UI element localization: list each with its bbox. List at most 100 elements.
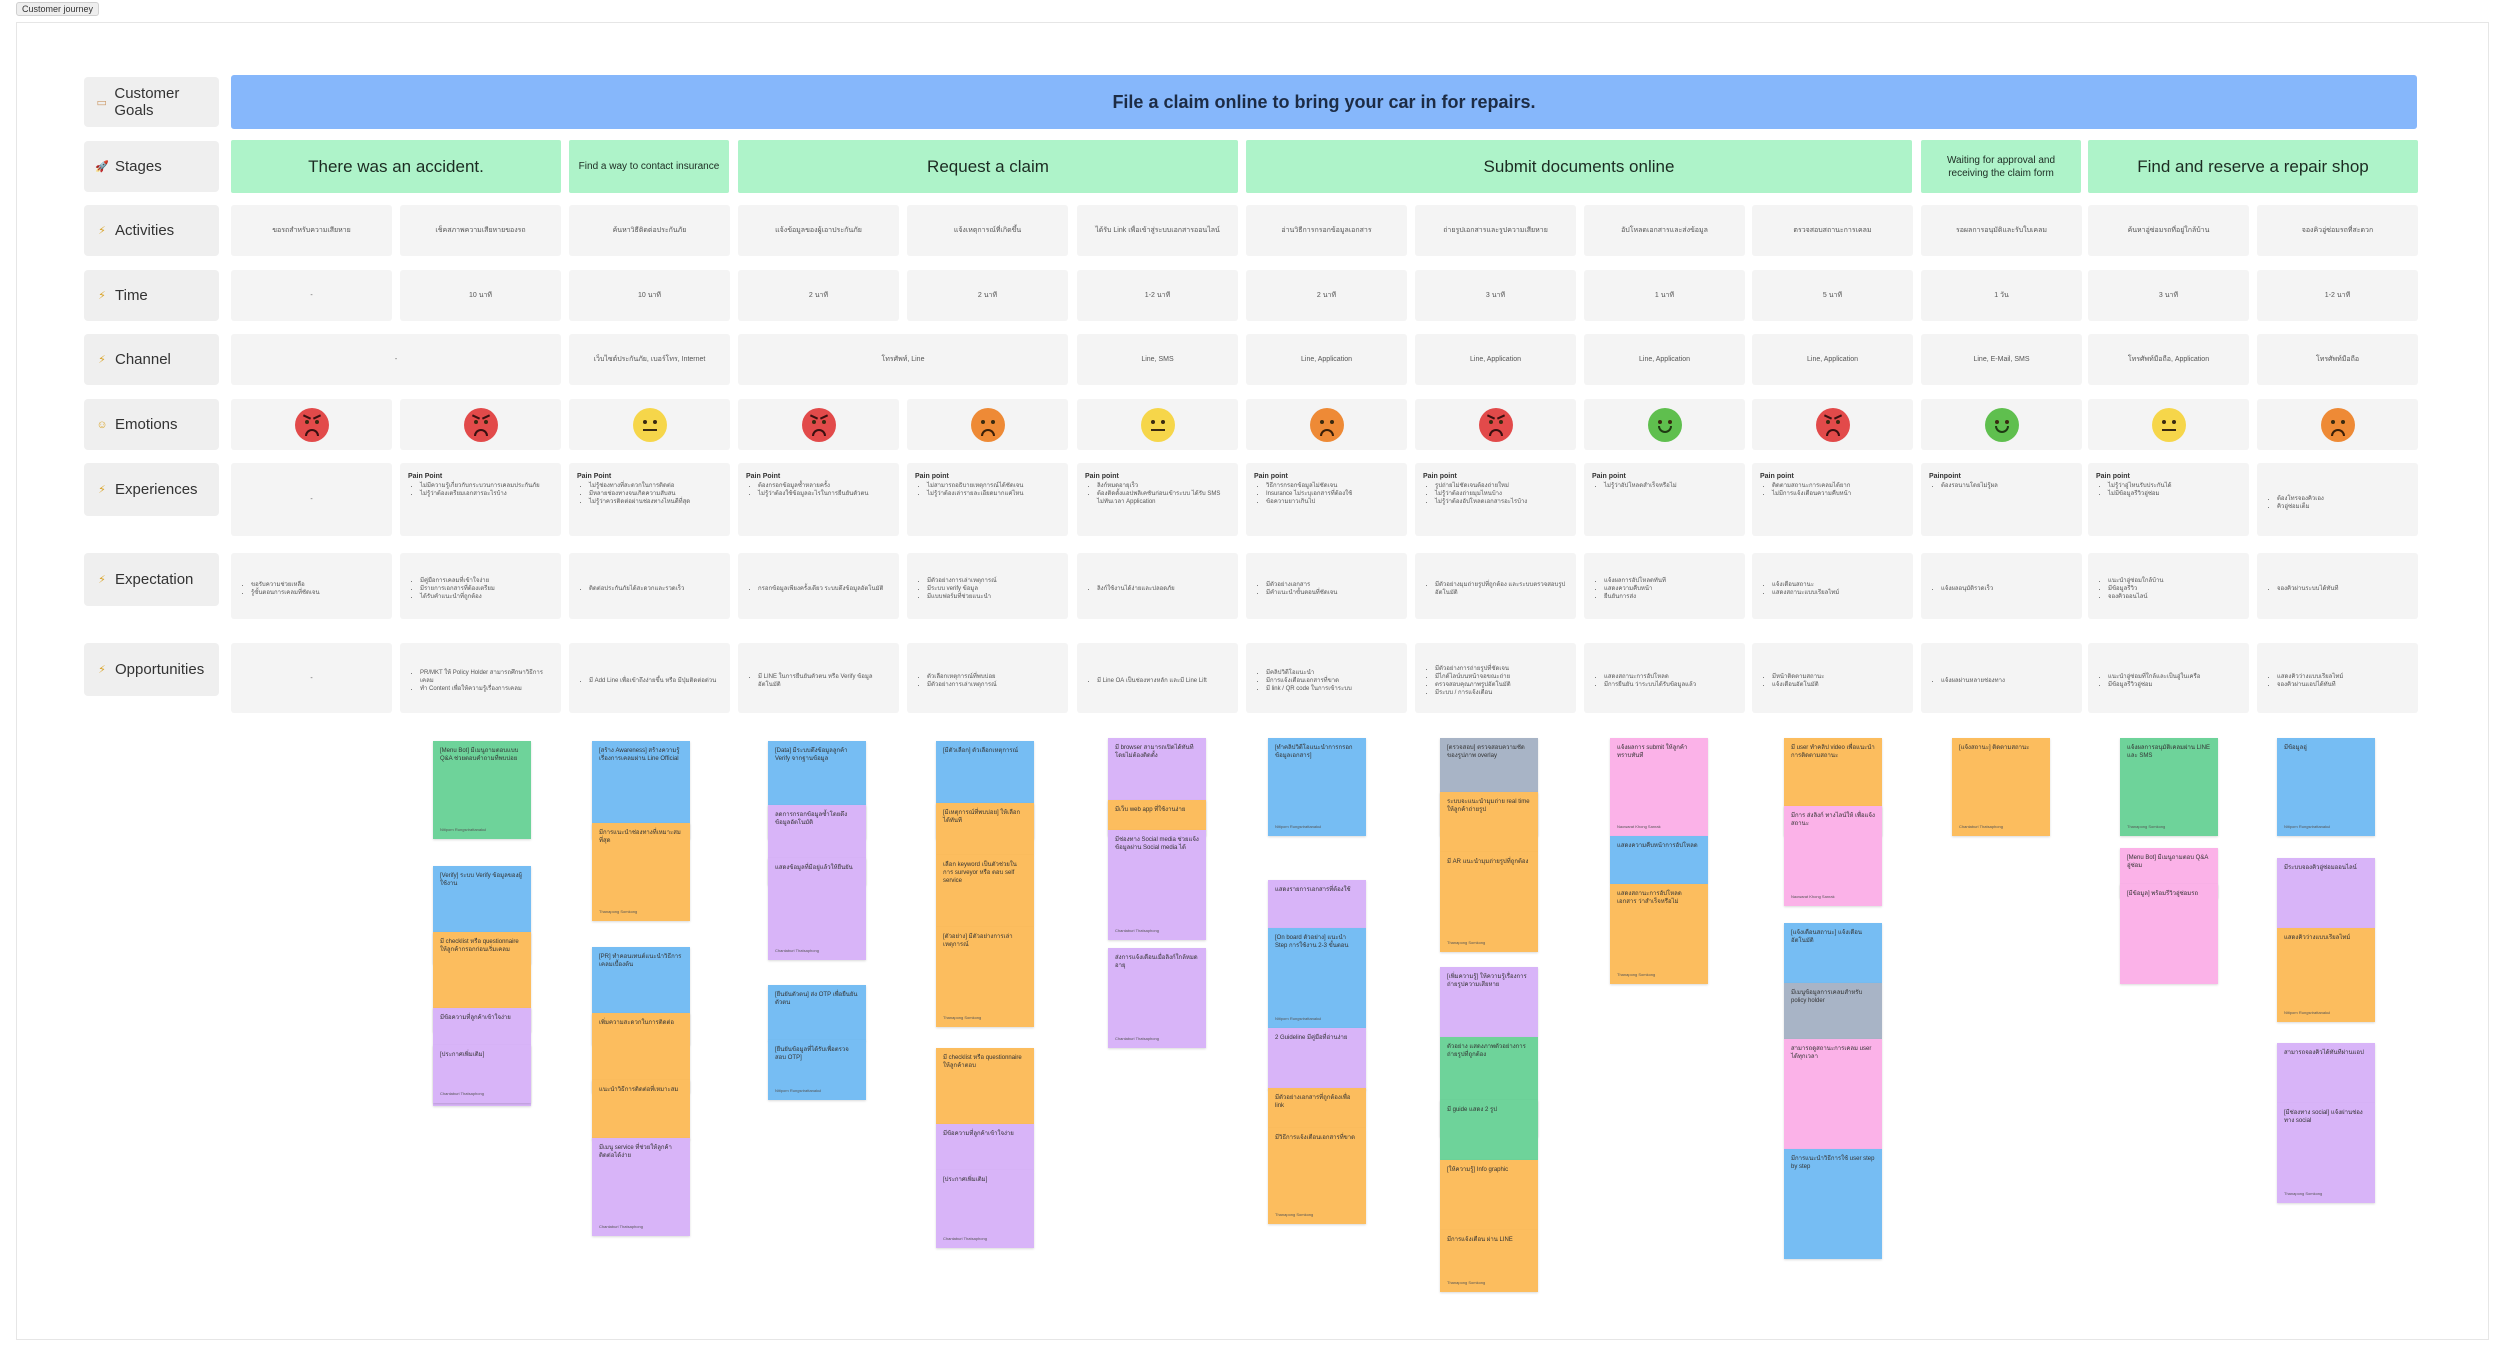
sticky-note[interactable]: แสดงสถานะการอัปโหลดเอกสาร ว่าสำเร็จหรือไ… xyxy=(1610,884,1708,984)
sticky-note[interactable]: มีเมนู service ที่ช่วยให้ลูกค้าติดต่อได้… xyxy=(592,1138,690,1236)
time-cell[interactable]: 2 นาที xyxy=(1246,270,1407,321)
sticky-note[interactable]: [สร้าง Awareness] สร้างความรู้เรื่องการเ… xyxy=(592,741,690,839)
emotion-cell[interactable] xyxy=(231,399,392,450)
experience-cell[interactable]: Pain point ติดตามสถานะการเคลมได้ยากไม่มีก… xyxy=(1752,463,1913,536)
stage-waiting-approval[interactable]: Waiting for approval and receiving the c… xyxy=(1921,140,2081,193)
sticky-note[interactable]: [ทำคลิปวิดีโอแนะนำการกรอกข้อมูลเอกสาร] Ni… xyxy=(1268,738,1366,836)
stage-find-repair-shop[interactable]: Find and reserve a repair shop xyxy=(2088,140,2418,193)
channel-cell[interactable]: โทรศัพท์มือถือ, Application xyxy=(2088,334,2249,385)
sticky-note[interactable]: [เพิ่มความรู้] ให้ความรู้เรื่องการถ่ายรู… xyxy=(1440,967,1538,1037)
sticky-note[interactable]: [ให้ความรู้] Info graphic xyxy=(1440,1160,1538,1230)
sticky-note[interactable]: [ประกาศเพิ่มเติม] Chantaburi Thatsaphong xyxy=(433,1045,531,1103)
sticky-note[interactable]: แจ้งผลการอนุมัติเคลมผ่าน LINE และ SMS Tha… xyxy=(2120,738,2218,836)
experience-cell[interactable]: Pain Point ต้องกรอกข้อมูลซ้ำหลายครั้งไม่ร… xyxy=(738,463,899,536)
sticky-note[interactable]: มี guide แสดง 2 รูป xyxy=(1440,1100,1538,1160)
opportunity-cell[interactable]: มีหน้าติดตามสถานะแจ้งเตือนอัตโนมัติ xyxy=(1752,643,1913,713)
sticky-note[interactable]: มีการแจ้งเตือน ผ่าน LINE Thanapong Somkon… xyxy=(1440,1230,1538,1292)
sticky-note[interactable]: เพิ่มความสะดวกในการติดต่อ xyxy=(592,1013,690,1093)
experience-cell[interactable]: Painpoint ต้องรอนานโดยไม่รู้ผล xyxy=(1921,463,2082,536)
sticky-note[interactable]: มีการแนะนำช่องทางที่เหมาะสมที่สุด Thanapo… xyxy=(592,823,690,921)
sticky-note[interactable]: มีตัวอย่างเอกสารที่ถูกต้องเพื่อ link xyxy=(1268,1088,1366,1128)
expectation-cell[interactable]: ลิงก์ใช้งานได้ง่ายและปลอดภัย xyxy=(1077,553,1238,619)
expectation-cell[interactable]: แนะนำอู่ซ่อมใกล้บ้านมีข้อมูลรีวิวจองคิวอ… xyxy=(2088,553,2249,619)
sticky-note[interactable]: แสดงคิวว่างแบบเรียลไทม์ Nitiporn Rungsrir… xyxy=(2277,928,2375,1022)
activity-cell[interactable]: ตรวจสอบสถานะการเคลม xyxy=(1752,205,1913,256)
frame-label[interactable]: Customer journey xyxy=(16,2,100,16)
stage-submit-documents[interactable]: Submit documents online xyxy=(1246,140,1912,193)
activity-cell[interactable]: ค้นหาอู่ซ่อมรถที่อยู่ใกล้บ้าน xyxy=(2088,205,2249,256)
emotion-cell[interactable] xyxy=(1077,399,1238,450)
time-cell[interactable]: 5 นาที xyxy=(1752,270,1913,321)
channel-cell[interactable]: โทรศัพท์มือถือ xyxy=(2257,334,2418,385)
experience-cell[interactable]: Pain point ไม่รู้ว่าอัปโหลดสำเร็จหรือไม่ xyxy=(1584,463,1745,536)
stage-request-claim[interactable]: Request a claim xyxy=(738,140,1238,193)
activity-cell[interactable]: แจ้งเหตุการณ์ที่เกิดขึ้น xyxy=(907,205,1068,256)
activity-cell[interactable]: ได้รับ Link เพื่อเข้าสู่ระบบเอกสารออนไลน… xyxy=(1077,205,1238,256)
time-cell[interactable]: 1 นาที xyxy=(1584,270,1745,321)
emotion-cell[interactable] xyxy=(1921,399,2082,450)
expectation-cell[interactable]: แจ้งผลอนุมัติรวดเร็ว xyxy=(1921,553,2082,619)
opportunity-cell[interactable]: แนะนำอู่ซ่อมที่ใกล้และเป็นอู่ในเครือมีข้… xyxy=(2088,643,2249,713)
channel-cell[interactable]: Line, Application xyxy=(1584,334,1745,385)
sticky-note[interactable]: มีวิธีการแจ้งเตือนเอกสารที่ขาด Thanapong … xyxy=(1268,1128,1366,1224)
time-cell[interactable]: 1-2 นาที xyxy=(1077,270,1238,321)
sticky-note[interactable]: มี AR แนะนำมุมถ่ายรูปที่ถูกต้อง Thanapong… xyxy=(1440,852,1538,952)
opportunity-cell[interactable]: แสดงสถานะการอัปโหลดมีการยืนยัน ว่าระบบได… xyxy=(1584,643,1745,713)
emotion-cell[interactable] xyxy=(907,399,1068,450)
activity-cell[interactable]: อัปโหลดเอกสารและส่งข้อมูล xyxy=(1584,205,1745,256)
sticky-note[interactable]: [ยืนยันตัวตน] ส่ง OTP เพื่อยืนยันตัวตน xyxy=(768,985,866,1041)
experience-cell[interactable]: Pain point ไม่รู้ว่าอู่ไหนรับประกันได้ไม่… xyxy=(2088,463,2249,536)
sticky-note[interactable]: [มีช่องทาง social] แจ้งผ่านช่องทาง socia… xyxy=(2277,1103,2375,1203)
experience-cell[interactable]: - xyxy=(231,463,392,536)
sticky-note[interactable]: [แจ้งเตือนสถานะ] แจ้งเตือนอัตโนมัติ xyxy=(1784,923,1882,983)
activity-cell[interactable]: ถ่ายรูปเอกสารและรูปความเสียหาย xyxy=(1415,205,1576,256)
opportunity-cell[interactable]: - xyxy=(231,643,392,713)
opportunity-cell[interactable]: ตัวเลือกเหตุการณ์ที่พบบ่อยมีตัวอย่างการเ… xyxy=(907,643,1068,713)
expectation-cell[interactable]: มีตัวอย่างมุมถ่ายรูปที่ถูกต้อง และระบบตร… xyxy=(1415,553,1576,619)
sticky-note[interactable]: [แจ้งสถานะ] ติดตามสถานะ Chantaburi Thatsa… xyxy=(1952,738,2050,836)
sticky-note[interactable]: มี checklist หรือ questionnaire ให้ลูกค้… xyxy=(936,1048,1034,1124)
experience-cell[interactable]: ต้องโทรจองคิวเองคิวอู่ซ่อมเต็ม xyxy=(2257,463,2418,536)
activity-cell[interactable]: เช็คสภาพความเสียหายของรถ xyxy=(400,205,561,256)
sticky-note[interactable]: แสดงข้อมูลที่มีอยู่แล้วให้ยืนยัน Chantabu… xyxy=(768,858,866,960)
time-cell[interactable]: 3 นาที xyxy=(2088,270,2249,321)
emotion-cell[interactable] xyxy=(2257,399,2418,450)
expectation-cell[interactable]: มีตัวอย่างการเล่าเหตุการณ์มีระบบ verify … xyxy=(907,553,1068,619)
sticky-note[interactable]: มีข้อมูลอู่ Nitiporn Rungsrirattanakul xyxy=(2277,738,2375,836)
emotion-cell[interactable] xyxy=(1752,399,1913,450)
time-cell[interactable]: 2 นาที xyxy=(907,270,1068,321)
activity-cell[interactable]: จองคิวอู่ซ่อมรถที่สะดวก xyxy=(2257,205,2418,256)
activity-cell[interactable]: รอผลการอนุมัติและรับใบเคลม xyxy=(1921,205,2082,256)
sticky-note[interactable]: มีการแนะนำวิธีการใช้ user step by step xyxy=(1784,1149,1882,1259)
activity-cell[interactable]: ค้นหาวิธีติดต่อประกันภัย xyxy=(569,205,730,256)
channel-cell[interactable]: เว็บไซต์ประกันภัย, เบอร์โทร, Internet xyxy=(569,334,730,385)
experience-cell[interactable]: Pain point ลิงก์หมดอายุเร็วต้องติดตั้งแอป… xyxy=(1077,463,1238,536)
opportunity-cell[interactable]: แสดงคิวว่างแบบเรียลไทม์จองคิวผ่านแอปได้ท… xyxy=(2257,643,2418,713)
emotion-cell[interactable] xyxy=(2088,399,2249,450)
expectation-cell[interactable]: แจ้งเตือนสถานะแสดงสถานะแบบเรียลไทม์ xyxy=(1752,553,1913,619)
emotion-cell[interactable] xyxy=(1246,399,1407,450)
sticky-note[interactable]: [Menu Bot] มีเมนูถามตอบแบบ Q&A ช่วยตอบคำ… xyxy=(433,741,531,839)
opportunity-cell[interactable]: มีตัวอย่างการถ่ายรูปที่ชัดเจนมีไกด์ไลน์บ… xyxy=(1415,643,1576,713)
customer-goal[interactable]: File a claim online to bring your car in… xyxy=(231,75,2417,129)
emotion-cell[interactable] xyxy=(1584,399,1745,450)
channel-cell[interactable]: Line, SMS xyxy=(1077,334,1238,385)
channel-cell[interactable]: - xyxy=(231,334,561,385)
activity-cell[interactable]: อ่านวิธีการกรอกข้อมูลเอกสาร xyxy=(1246,205,1407,256)
experience-cell[interactable]: Pain Point ไม่รู้ช่องทางที่สะดวกในการติดต… xyxy=(569,463,730,536)
sticky-note[interactable]: แจ้งผลการ submit ให้ลูกค้าทราบทันที Naowa… xyxy=(1610,738,1708,836)
opportunity-cell[interactable]: มี Add Line เพื่อเข้าถึงง่ายขึ้น หรือ มี… xyxy=(569,643,730,713)
opportunity-cell[interactable]: PR/MKT ให้ Policy Holder สามารถศึกษาวิธี… xyxy=(400,643,561,713)
activity-cell[interactable]: ขอรถสำหรับความเสียหาย xyxy=(231,205,392,256)
experience-cell[interactable]: Pain Point ไม่มีความรู้เกี่ยวกับกระบวนการ… xyxy=(400,463,561,536)
sticky-note[interactable]: สามารถดูสถานะการเคลม user ได้ทุกเวลา xyxy=(1784,1039,1882,1149)
time-cell[interactable]: 1 วัน xyxy=(1921,270,2082,321)
sticky-note[interactable]: [มีข้อมูล] พร้อมรีวิวอู่ซ่อมรถ xyxy=(2120,884,2218,984)
channel-cell[interactable]: Line, E-Mail, SMS xyxy=(1921,334,2082,385)
time-cell[interactable]: 1-2 นาที xyxy=(2257,270,2418,321)
opportunity-cell[interactable]: มีคลิปวิดีโอแนะนำมีการแจ้งเตือนเอกสารที่… xyxy=(1246,643,1407,713)
sticky-note[interactable]: มีระบบจองคิวอู่ซ่อมออนไลน์ xyxy=(2277,858,2375,928)
time-cell[interactable]: 10 นาที xyxy=(400,270,561,321)
sticky-note[interactable]: มีเว็บ web app ที่ใช้งานง่าย xyxy=(1108,800,1206,830)
sticky-note[interactable]: มีเมนูข้อมูลการเคลมสำหรับ policy holder xyxy=(1784,983,1882,1039)
